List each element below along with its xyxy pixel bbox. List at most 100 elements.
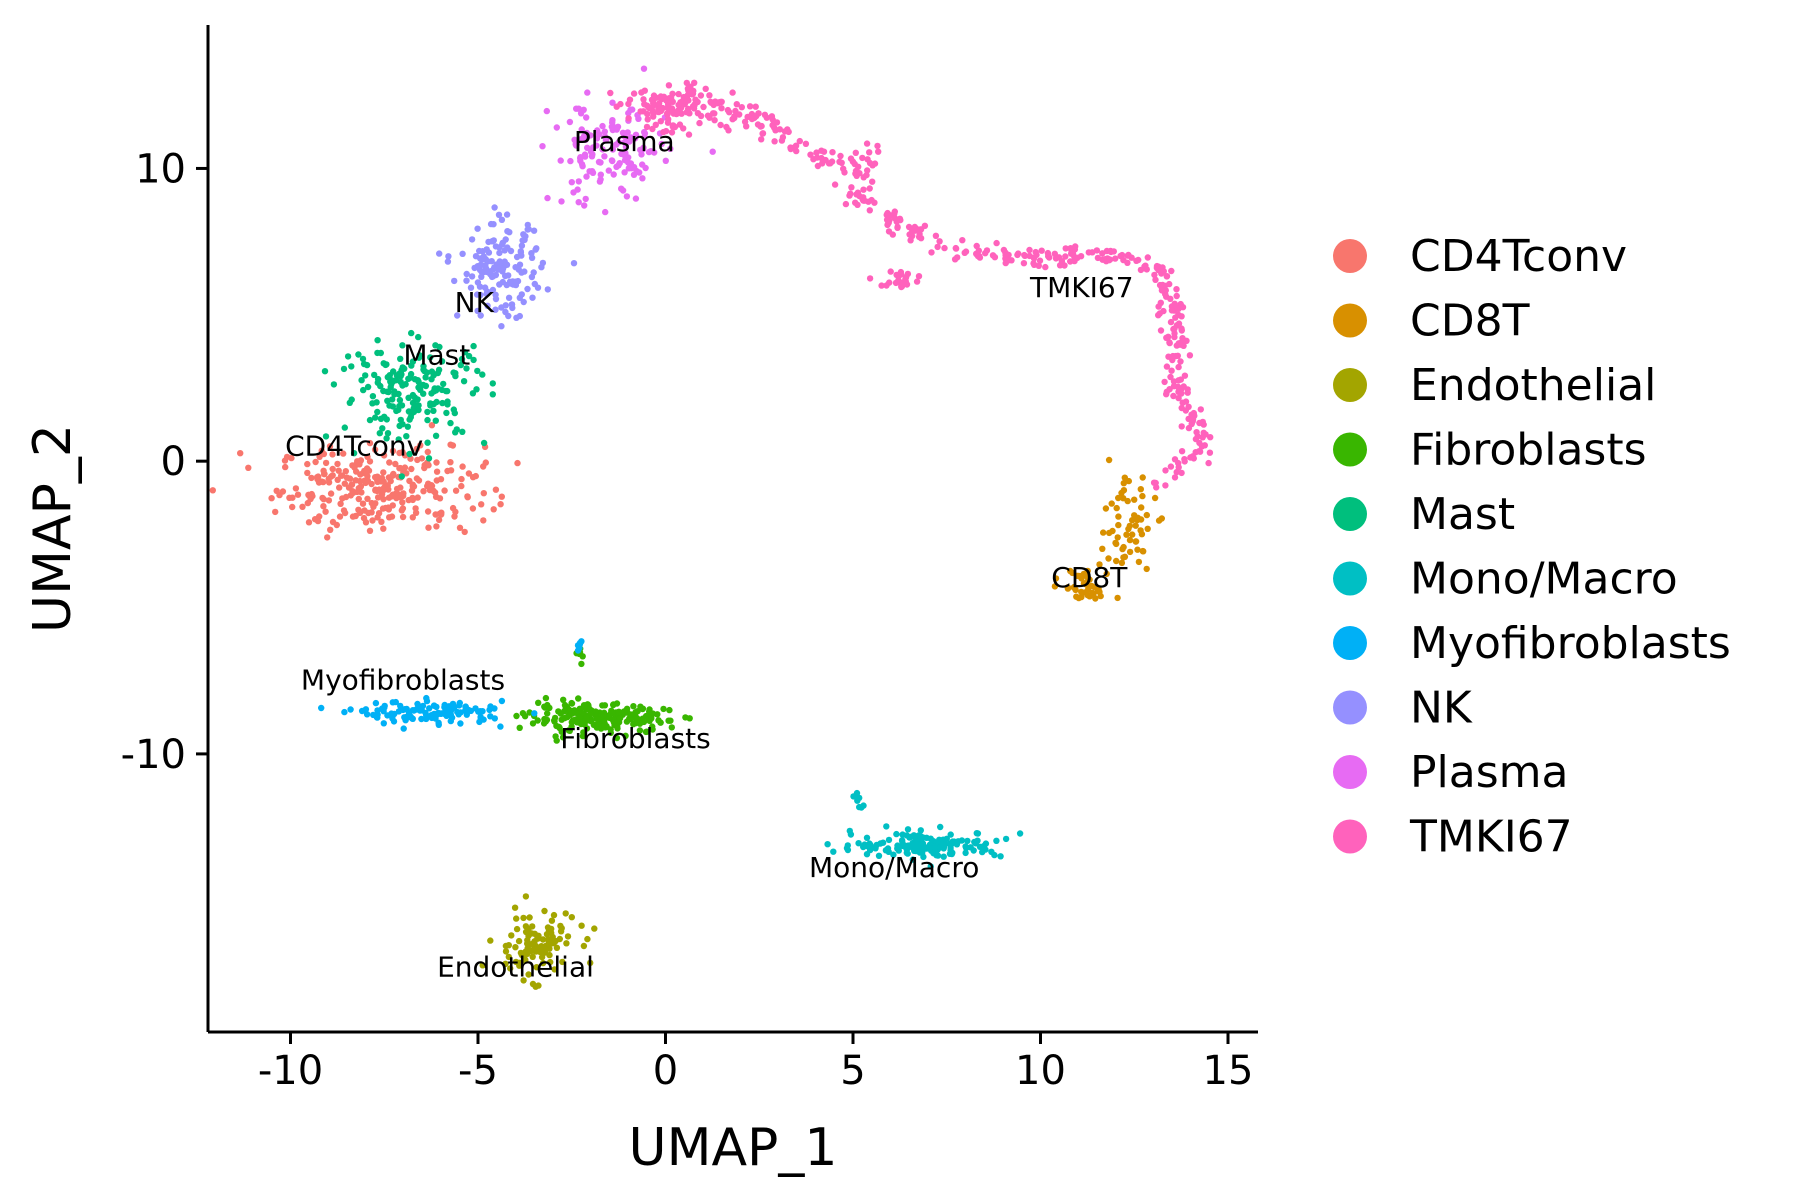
data-point [320,503,327,510]
data-point [1175,363,1182,371]
data-point [422,382,430,390]
data-point [564,933,572,940]
data-point [424,448,431,456]
data-point [402,717,409,724]
data-point [988,848,995,855]
data-point [480,463,487,470]
data-point [597,159,604,166]
data-point [685,105,692,113]
data-point [771,124,778,131]
data-point [406,450,413,458]
data-point [594,715,601,723]
data-point [474,307,481,315]
legend-label: Myofibroblasts [1410,618,1731,669]
data-point [726,109,733,116]
data-point [557,928,565,935]
data-point [621,169,628,176]
data-point [480,490,487,497]
data-point [853,172,860,179]
data-point [1159,281,1166,289]
data-point [664,111,671,118]
legend-label: CD8T [1410,296,1530,347]
data-point [940,853,947,860]
data-point [474,279,482,286]
data-point [566,118,574,126]
data-point [601,721,608,728]
data-point [410,408,417,415]
data-point [410,483,418,490]
data-point [441,704,448,711]
data-point [364,495,371,502]
data-point [385,494,393,501]
data-point [529,294,536,301]
data-point [575,695,582,702]
data-point [389,699,396,706]
data-point [1182,398,1190,405]
data-point [441,710,448,718]
data-point [355,506,362,513]
data-point [1089,249,1096,256]
data-point [894,223,901,231]
data-point [1167,318,1175,326]
data-point [1155,312,1162,319]
data-point [369,393,377,400]
data-point [480,517,487,524]
data-point [366,439,374,447]
y-tick-label: 0 [161,439,186,485]
data-point [546,704,553,712]
data-point [344,353,352,360]
data-point [544,710,551,717]
data-point [625,165,632,172]
data-point [844,846,852,854]
data-point [385,486,392,493]
data-point [578,705,585,712]
series-plasma [539,65,716,216]
data-point [326,443,334,450]
data-point [818,147,825,154]
data-point [863,851,871,858]
data-point [641,133,648,141]
data-point [802,140,810,147]
data-point [449,442,457,449]
data-point [354,488,361,496]
data-point [511,904,519,911]
data-point [292,485,300,492]
data-point [883,216,891,223]
data-point [993,239,1000,247]
data-point [505,942,512,949]
data-point [399,342,406,349]
data-point [655,100,663,107]
data-point [371,371,378,379]
data-point [1120,487,1128,494]
data-point [336,484,343,491]
data-point [1120,554,1127,561]
data-point [936,238,943,245]
data-point [527,947,534,955]
data-point [374,473,381,480]
data-point [1126,536,1134,544]
data-point [449,702,456,709]
data-point [1072,586,1079,594]
data-point [355,351,362,358]
data-point [854,201,861,208]
data-point [768,113,776,120]
data-point [294,491,302,498]
cluster-labels: CD4Tconv CD8T Endothelial Fibroblasts Mast Mo… [285,125,1133,984]
data-point [542,694,550,702]
data-point [454,708,461,716]
data-point [877,840,884,847]
data-point [398,507,405,514]
data-point [322,459,330,467]
data-point [787,144,794,151]
data-point [1033,251,1040,259]
data-point [907,833,915,840]
data-point [639,175,646,182]
data-point [601,153,608,160]
data-point [456,524,464,531]
data-point [1135,558,1143,566]
data-point [456,699,463,707]
data-point [524,285,531,293]
data-point [477,713,484,721]
data-point [652,94,660,101]
data-point [553,124,560,131]
